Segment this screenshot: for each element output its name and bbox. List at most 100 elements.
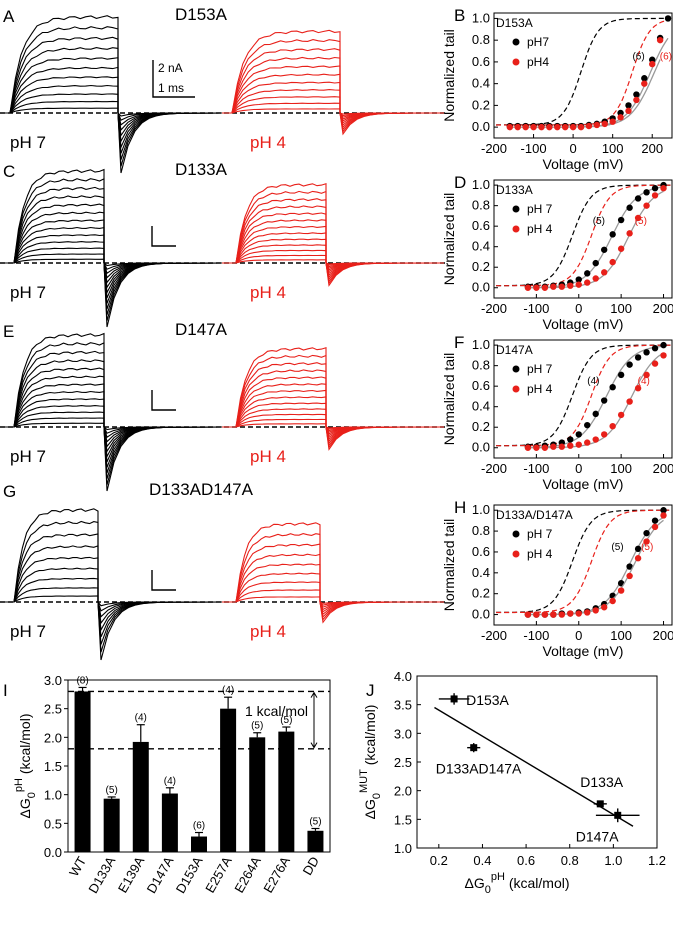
data-point [634,195,642,202]
scale-bar-lines [152,60,195,98]
trace-panel-title: D133AD147A [149,480,254,499]
x-tick-label: 0 [575,461,582,476]
x-tick-label: -200 [481,461,507,476]
legend-entry: pH 7 [527,362,553,376]
reference-dashed-curve [495,17,670,126]
gv-panel-d: D -200 -100 0 100 200 0.0 0.2 0.4 0.6 0.8 1.0 Voltag… [441,173,673,332]
data-point [634,354,642,361]
x-tick-label: -100 [521,141,547,156]
gv-curve-panels: B -200 -100 0 100 200 0.0 0.2 0.4 0.6 0.8 1.0 Voltag… [441,6,673,659]
y-axis-label-sub: 0 [26,792,38,798]
ph7-label: pH 7 [10,447,46,466]
data-point [656,36,664,44]
inset-label: D133A/D147A [496,508,573,522]
y-tick-label: 0.4 [472,76,490,91]
current-trace [222,182,445,287]
x-tick-label: -100 [523,301,549,316]
data-point [651,517,659,524]
data-point [592,436,599,443]
y-axis-label-main: ΔG [362,799,378,819]
data-point [643,538,650,545]
data-point [660,352,667,359]
traces-ph4 [222,522,445,624]
data-point [609,422,616,430]
current-trace [0,411,222,439]
arrow-head [310,691,318,698]
x-tick-label: -200 [481,141,507,156]
ph4-label: pH 4 [250,283,286,302]
panel-letter-d: D [454,173,466,192]
scale-bar-time-label: 1 ms [158,81,184,95]
y-tick-label: 1.0 [44,788,62,803]
bar-chart-panel-i: I 0.0 0.5 1.0 1.5 2.0 2.5 3.0 (8) WT (5) D133A (4) E1… [3,673,331,896]
data-point [651,523,659,531]
panel-letter-e: E [3,322,14,341]
data-point [558,283,566,290]
scale-bar-current-label: 2 nA [158,61,183,75]
x-tick-label: 0.4 [473,853,491,868]
current-trace [0,15,223,174]
inset-label: D147A [496,343,533,357]
data-point [601,120,608,128]
y-tick-label: 0.2 [472,97,490,112]
ph7-label: pH 7 [10,133,46,152]
x-tick-label: 200 [653,628,673,643]
n-label: (6) [632,52,644,63]
y-tick-label: 1.0 [472,502,490,517]
data-point [550,611,557,618]
correlation-panel-j: J 0.2 0.4 0.6 0.8 1.0 1.2 1.0 1.5 2.0 2.5 3.0 3.5 4.0… [358,669,666,896]
data-point [522,123,529,131]
reference-dashed-curve [496,344,671,447]
gv-panel-h: H -200 -100 0 100 200 0.0 0.2 0.4 0.6 0.8 1.0 Voltag… [441,498,673,659]
data-point [546,123,553,131]
data-point [651,345,659,352]
bar [278,731,295,852]
reference-dashed-curve [496,19,671,126]
y-tick-label: 0.8 [472,358,490,373]
reference-dashed-curve [496,344,671,447]
data-point [567,282,574,289]
x-tick-label: 100 [610,628,632,643]
bar [132,741,149,852]
legend-marker [512,550,520,558]
x-axis-label: Voltage (mV) [543,316,624,332]
current-trace [0,168,223,328]
y-tick-label: 0.0 [472,280,490,295]
data-point [651,360,659,367]
gv-panel-b: B -200 -100 0 100 200 0.0 0.2 0.4 0.6 0.8 1.0 Voltag… [441,6,673,172]
data-point [633,91,640,98]
x-tick-label: -100 [523,628,549,643]
data-point [625,102,632,109]
x-axis-label: Voltage (mV) [543,476,624,492]
inset-label: D153A [496,16,533,30]
data-point [641,75,648,82]
traces-ph7 [0,15,223,174]
current-trace [0,556,223,632]
legend-entry: pH 7 [527,527,553,541]
data-point [593,121,601,129]
traces-ph7 [0,332,223,492]
trace-panel-a: A D153A pH 7 pH 4 2 nA 1 ms [0,5,448,174]
n-label: (8) [76,675,88,686]
reference-dashed-curve [496,509,671,613]
x-tick-label: 0.6 [517,853,535,868]
current-trace [0,587,222,612]
n-label: (4) [222,685,234,696]
n-label: (6) [193,821,205,832]
data-point [643,202,650,209]
data-point [609,384,616,391]
legend-entry: pH 4 [527,222,553,236]
panel-letter-g: G [3,482,16,501]
n-label: (4) [587,376,599,387]
data-point [596,800,604,808]
y-tick-label: 3.5 [394,698,412,713]
data-point [470,744,478,752]
scale-bar [151,390,176,411]
reference-dashed-curve [496,184,671,287]
legend-marker [512,365,520,373]
data-point [450,695,458,703]
trace-panel-e: E D147A pH 7 pH 4 [0,320,448,492]
data-point [625,107,632,115]
legend-marker [512,38,520,46]
current-trace [222,56,444,129]
